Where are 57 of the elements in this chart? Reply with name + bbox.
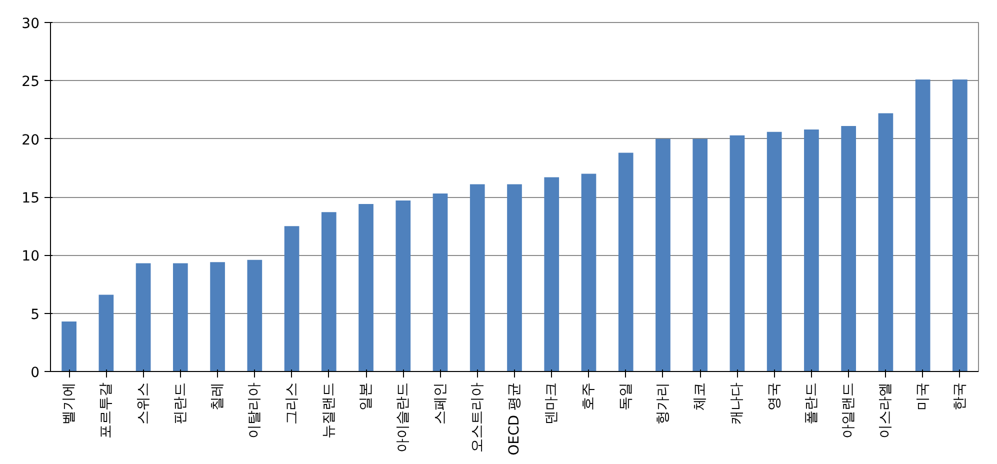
bar — [915, 80, 930, 372]
y-tick-label: 20 — [22, 132, 40, 148]
x-tick-label: 영국 — [766, 382, 782, 410]
bar — [841, 126, 856, 372]
bar — [656, 138, 670, 372]
bar — [804, 130, 819, 372]
bar — [358, 204, 374, 372]
bar — [618, 152, 634, 372]
x-tick-label: 스페인 — [432, 382, 448, 424]
x-tick-label: 오스트리아 — [469, 382, 486, 452]
y-tick-label: 0 — [30, 365, 40, 381]
bar — [952, 80, 968, 372]
x-tick-label: 미국 — [914, 382, 931, 410]
x-tick-label: 아이슬란드 — [395, 382, 412, 452]
x-tick-label: 뉴질랜드 — [320, 382, 337, 438]
x-tick-label: 핀란드 — [172, 382, 188, 424]
x-tick-label: 아일랜드 — [840, 382, 857, 438]
bar — [730, 135, 745, 372]
x-tick-label: 그리스 — [284, 382, 300, 424]
x-tick-label: OECD 평균 — [506, 382, 522, 456]
bar — [766, 132, 782, 372]
bar — [507, 184, 522, 372]
x-tick-label: 호주 — [580, 382, 597, 410]
y-tick-label: 10 — [22, 248, 40, 265]
x-tick-label: 독일 — [618, 382, 634, 410]
bar — [581, 174, 596, 372]
x-tick-label: 스위스 — [135, 382, 152, 424]
x-tick-label: 폴란드 — [803, 382, 820, 424]
y-tick-label: 25 — [22, 74, 40, 90]
x-tick-label: 칠레 — [210, 382, 226, 410]
bar — [432, 194, 448, 372]
x-tick-label: 체코 — [692, 382, 708, 410]
x-tick-label: 헝가리 — [654, 382, 671, 424]
bar — [396, 200, 411, 372]
bar — [692, 138, 708, 372]
x-tick-label: 이탈리아 — [246, 382, 263, 438]
x-tick-label: 벨기에 — [61, 382, 78, 424]
bar — [544, 177, 560, 372]
x-tick-label: 한국 — [952, 382, 968, 410]
bar — [284, 226, 300, 372]
x-tick-label: 덴마크 — [544, 382, 560, 424]
bar — [878, 113, 894, 372]
bar — [470, 184, 485, 372]
bar — [210, 262, 225, 372]
bar — [136, 263, 151, 372]
y-tick-label: 15 — [22, 190, 40, 206]
x-tick-label: 캐나다 — [729, 382, 746, 424]
y-tick-label: 30 — [22, 16, 40, 32]
bar — [247, 260, 262, 372]
bar — [321, 212, 336, 372]
x-tick-label: 일본 — [358, 382, 374, 410]
bar — [172, 263, 188, 372]
y-tick-label: 5 — [30, 306, 40, 323]
x-tick-label: 포르투갈 — [98, 382, 114, 438]
bar — [62, 321, 76, 372]
bar — [98, 294, 114, 372]
x-tick-label: 이스라엘 — [878, 382, 894, 438]
